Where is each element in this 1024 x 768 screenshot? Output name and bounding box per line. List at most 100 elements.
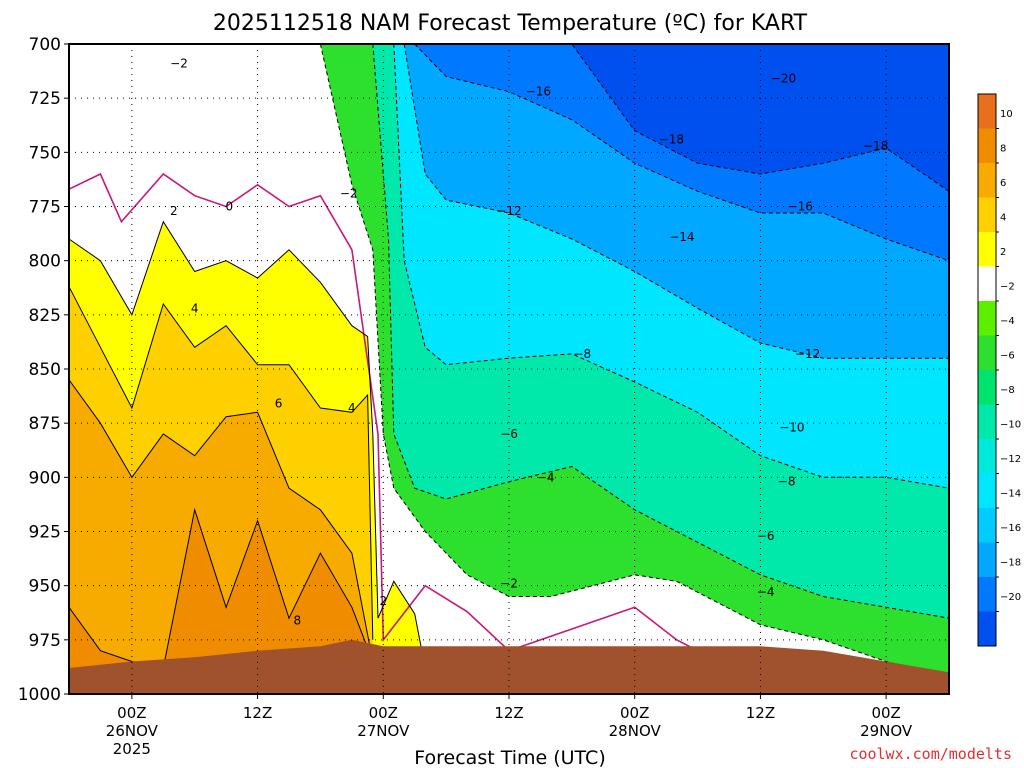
- contour-label: −20: [771, 72, 796, 86]
- contour-line-8: [68, 507, 374, 669]
- y-tick-label: 700: [29, 35, 61, 55]
- y-tick-label: 950: [29, 577, 61, 597]
- colorbar-swatch: [978, 542, 996, 578]
- contour-label: −2: [170, 57, 188, 71]
- contour-line--16: [414, 43, 950, 262]
- x-tick-label: 00Z: [620, 704, 649, 722]
- colorbar-label: −8: [1000, 385, 1015, 396]
- contour-label: −14: [669, 230, 694, 244]
- y-tick-label: 875: [29, 414, 61, 434]
- colorbar: 10 8 6 4 2 −2 −4 −6 −8 −10 −12 −14 −16 −18 −20: [977, 93, 1021, 647]
- contour-label: −16: [526, 85, 551, 99]
- contour-label: −10: [779, 421, 804, 435]
- colorbar-swatch: [978, 128, 996, 164]
- contour-label: −12: [496, 204, 521, 218]
- contour-label: 2: [379, 594, 387, 608]
- contour-label: −8: [573, 347, 591, 361]
- colorbar-swatch: [978, 370, 996, 405]
- x-tick-year: 2025: [113, 740, 151, 758]
- x-tick-label: 00Z: [871, 704, 900, 722]
- contour-line-2: [68, 220, 426, 669]
- x-tick-date: 28NOV: [609, 722, 662, 740]
- colorbar-label: −18: [1000, 557, 1021, 568]
- contour-line--2: [319, 43, 950, 678]
- x-tick-label: 00Z: [369, 704, 398, 722]
- contour-line--12: [403, 43, 949, 359]
- colorbar-swatch: [978, 611, 996, 647]
- colorbar-label: 4: [1000, 212, 1006, 223]
- chart-title: 2025112518 NAM Forecast Temperature (ºC)…: [213, 11, 808, 36]
- y-tick-label: 975: [29, 631, 61, 651]
- colorbar-swatch: [978, 473, 996, 509]
- colorbar-swatch: [978, 197, 996, 233]
- contour-label: −6: [757, 529, 775, 543]
- colorbar-swatch: [978, 335, 996, 371]
- x-tick-label: 12Z: [746, 704, 775, 722]
- contour-label: −2: [500, 577, 518, 591]
- contour-label: −18: [863, 139, 888, 153]
- contour-label: 2: [170, 204, 178, 218]
- x-tick-label: 00Z: [117, 704, 146, 722]
- credit-text: coolwx.com/modelts: [849, 745, 1012, 763]
- y-tick-label: 775: [29, 198, 61, 218]
- y-tick-label: 750: [29, 143, 61, 163]
- colorbar-label: −6: [1000, 350, 1015, 361]
- x-tick-label: 12Z: [494, 704, 523, 722]
- contour-label: 6: [275, 397, 283, 411]
- colorbar-label: 6: [1000, 178, 1006, 189]
- contour-label: −12: [795, 347, 820, 361]
- y-tick-label: 900: [29, 468, 61, 488]
- colorbar-swatch: [978, 266, 996, 302]
- contour-labels: −2 2 0 4 6 8 4 −2 2 −16 −12 −18 −14 −20 −18 −16 −8 −12 −6 −…: [170, 57, 888, 628]
- colorbar-label: 8: [1000, 143, 1006, 154]
- colorbar-swatch: [978, 163, 996, 198]
- x-tick-date: 26NOV: [106, 722, 159, 740]
- y-axis-ticks: 700 725 750 775 800 825 850 875 900 925 950 975 1000: [18, 35, 69, 705]
- colorbar-label: 2: [1000, 247, 1006, 258]
- contour-label: 4: [191, 301, 199, 315]
- y-tick-label: 825: [29, 306, 61, 326]
- y-tick-label: 925: [29, 523, 61, 543]
- colorbar-swatch: [978, 577, 996, 612]
- plot-area: [68, 43, 950, 694]
- contour-label: 0: [225, 200, 233, 214]
- colorbar-label: −4: [1000, 316, 1015, 327]
- colorbar-label: −10: [1000, 419, 1021, 430]
- colorbar-label: −14: [1000, 488, 1021, 499]
- contour-line-6: [68, 379, 374, 662]
- contour-line-4: [68, 286, 374, 640]
- colorbar-label: 10: [1000, 109, 1013, 120]
- contour-label: −18: [659, 132, 684, 146]
- contour-line--18: [69, 43, 950, 192]
- colorbar-label: −2: [1000, 281, 1015, 292]
- contour-label: 8: [294, 613, 302, 627]
- x-tick-date: 27NOV: [357, 722, 410, 740]
- y-tick-label: 725: [29, 89, 61, 109]
- contour-label: −8: [778, 475, 796, 489]
- plot-frame: [68, 43, 950, 695]
- colorbar-label: −12: [1000, 454, 1021, 465]
- contour-label: −6: [500, 427, 518, 441]
- colorbar-swatch: [978, 439, 996, 474]
- contour-label: −16: [788, 200, 813, 214]
- colorbar-swatch: [978, 232, 996, 267]
- colorbar-label: −20: [1000, 592, 1021, 603]
- contour-label: −2: [340, 187, 358, 201]
- contour-label: −4: [757, 585, 775, 599]
- contour-label: −4: [537, 470, 555, 484]
- y-tick-label: 850: [29, 360, 61, 380]
- colorbar-swatch: [978, 94, 996, 129]
- colorbar-label: −16: [1000, 523, 1021, 534]
- colorbar-swatch: [978, 301, 996, 336]
- contour-line-0: [68, 172, 761, 674]
- y-tick-label: 800: [29, 252, 61, 272]
- contour-line--8: [393, 43, 950, 489]
- x-tick-date: 29NOV: [860, 722, 913, 740]
- y-tick-label: 1000: [18, 685, 61, 705]
- x-tick-label: 12Z: [243, 704, 272, 722]
- colorbar-swatch: [978, 508, 996, 543]
- terrain-surface: [69, 639, 949, 694]
- contour-line--4: [372, 43, 950, 619]
